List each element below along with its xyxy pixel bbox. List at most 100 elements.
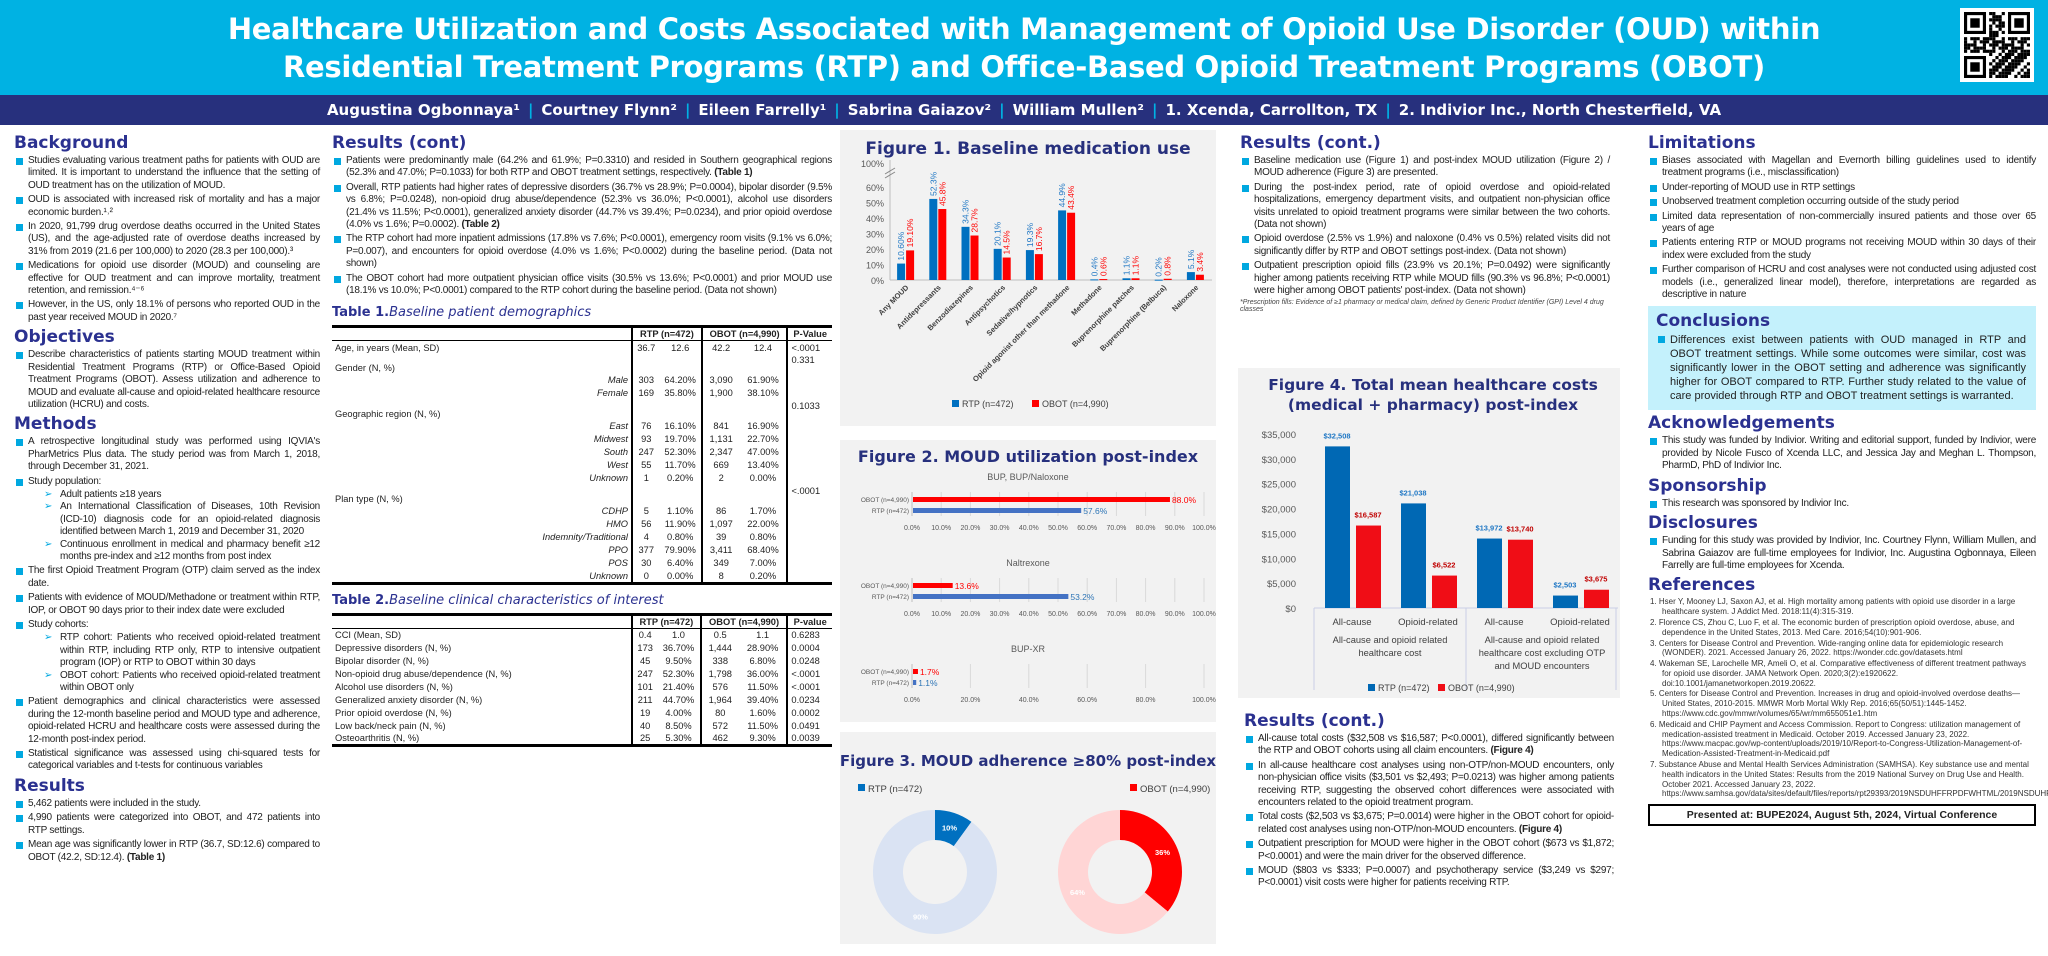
results-bullet: 4,990 patients were categorized into OBO… [14,812,320,837]
cell-value: 0.00% [749,473,777,484]
x-tick-label: 0.0% [904,611,920,618]
legend-label: RTP (n=472) [868,784,922,795]
reference-item: 1. Hser Y, Mooney LJ, Saxon AJ, et al. H… [1650,597,2016,617]
row-label: CCI (Mean, SD) [335,630,402,641]
bar-rtp [1325,446,1350,608]
data-label: $32,508 [1323,431,1350,440]
table-row: Generalized anxiety disorder (N, %) 211 44… [332,693,832,707]
cell-value: 1.70% [749,506,777,517]
data-label: 88.0% [1172,495,1197,505]
cell-value: 303 [631,373,660,387]
data-label: $21,038 [1399,488,1426,497]
methods-bullet: Patients with evidence of MOUD/Methadone… [14,592,320,617]
cell-value: 80 [699,706,739,720]
row-label: West [606,460,628,471]
legend-swatch [1130,784,1137,791]
results-cont3-bullet: Outpatient prescription for MOUD were hi… [1244,838,1614,863]
table-row: Unknown 1 0.20% 2 0.00% [332,471,832,485]
bar-obot [1067,212,1076,280]
bar-rtp [1058,210,1067,280]
table-1-title: Table 1.Baseline patient demographics [332,305,832,320]
x-tick-label: Any MOUD [876,283,910,317]
column-header: OBOT (n=4,990) [700,326,788,342]
bar-obot [1131,278,1140,280]
data-label: $13,740 [1506,525,1533,534]
cell-value: 841 [700,419,740,433]
cell-value: 0.80% [749,532,777,543]
table-row: Gender (N, %) 0.331 [332,353,832,374]
data-label: 90% [913,913,928,922]
table-row: Male 303 64.20% 3,090 61.90% [332,373,832,387]
data-label: $16,587 [1354,511,1381,520]
column-results-cont-2: Results (cont.) All-cause total costs ($3… [1244,708,1614,892]
p-value: <.0001 [786,484,832,505]
bar-category-label: OBOT (n=4,990) [861,669,909,676]
disclosures-bullet: Funding for this study was provided by I… [1648,535,2036,572]
cell-value: 377 [631,543,660,557]
data-label: 1.1% [1131,255,1141,275]
donut-slice [935,810,972,847]
x-tick-label: Naloxone [1170,283,1200,313]
limitations-bullet: Patients entering RTP or MOUD programs n… [1648,237,2036,262]
x-tick-label: 90.0% [1165,611,1185,618]
cell-value: 6.40% [667,558,694,569]
p-value: <.0001 [786,340,832,354]
cell-value: 40 [630,719,658,733]
table-row: POS 30 6.40% 349 7.00% [332,556,832,570]
data-label: $3,675 [1585,575,1608,584]
x-tick-label: 40.0% [1019,525,1039,532]
bar-category-label: RTP (n=472) [872,680,909,687]
sub-bullet: RTP cohort: Patients who received opioid… [44,632,320,669]
results-cont2-list: Baseline medication use (Figure 1) and p… [1240,155,1610,297]
bar-rtp [1025,250,1034,280]
row-label: Depressive disorders (N, %) [335,642,452,653]
column-results: Results (cont) Patients were predominantl… [332,130,832,748]
x-tick-label: All-cause [1332,617,1371,628]
reference-item: 7. Substance Abuse and Mental Health Ser… [1650,760,2048,799]
objectives-list: Describe characteristics of patients sta… [14,349,320,411]
bar-obot [1163,278,1172,280]
legend-swatch [1032,400,1039,407]
bullet-text: MOUD ($803 vs $333; P=0.0007) and psycho… [1258,865,1614,889]
data-label: 52.3% [928,171,938,196]
cell-value: 5.30% [665,733,692,744]
cell-value: 1.10% [667,506,694,517]
bar-rtp [961,226,970,280]
table-row: CCI (Mean, SD) 0.4 1.0 0.5 1.1 0.6283 [332,628,832,642]
bar-obot [913,497,1170,502]
results-cont-bullet: Overall, RTP patients had higher rates o… [332,182,832,232]
column-right: Limitations Biases associated with Magell… [1648,130,2048,827]
row-label: Low back/neck pain (N, %) [335,720,446,731]
cell-value: 0.20% [667,473,694,484]
p-value [786,432,832,446]
table-number: Table 2. [332,592,390,608]
bullet-text: Total costs ($2,503 vs $3,675; P=0.0014)… [1258,811,1614,835]
cell-value: 1 [631,471,660,485]
data-label: 20.1% [993,221,1003,246]
data-label: 28.7% [970,208,980,233]
column-header: RTP (n=472) [631,326,702,342]
table-row: Unknown 0 0.00% 8 0.20% [332,569,832,584]
cell-value: 6.80% [749,655,776,666]
methods-bullet: Study population: Adult patients ≥18 year… [14,476,320,564]
bar-obot [913,583,953,588]
figure-2-panel: Figure 2. MOUD utilization post-index BUP… [840,440,1216,722]
x-tick-label: 100.0% [1192,525,1216,532]
methods-list: A retrospective longitudinal study was p… [14,436,320,773]
bar-obot [1508,539,1533,608]
cell-value: 0.00% [667,570,694,581]
limitations-bullet: Unobserved treatment completion occurrin… [1648,196,2036,208]
results-cont2-bullet: During the post-index period, rate of op… [1240,182,1610,232]
bullet-text: All-cause total costs ($32,508 vs $16,58… [1258,733,1614,757]
table-row: HMO 56 11.90% 1,097 22.00% [332,517,832,531]
cell-value: 11.50% [747,681,779,692]
figure-3-panel: Figure 3. MOUD adherence ≥80% post-index… [840,732,1216,944]
p-value: 0.331 [786,353,832,374]
cell-value: 79.90% [664,545,696,556]
row-label: Unknown [589,473,628,484]
legend-label: OBOT (n=4,990) [1140,784,1210,795]
row-label: PPO [608,545,628,556]
x-tick-label: 60.0% [1077,525,1097,532]
cell-value: 4.00% [665,707,692,718]
x-tick-label: 50.0% [1048,611,1068,618]
